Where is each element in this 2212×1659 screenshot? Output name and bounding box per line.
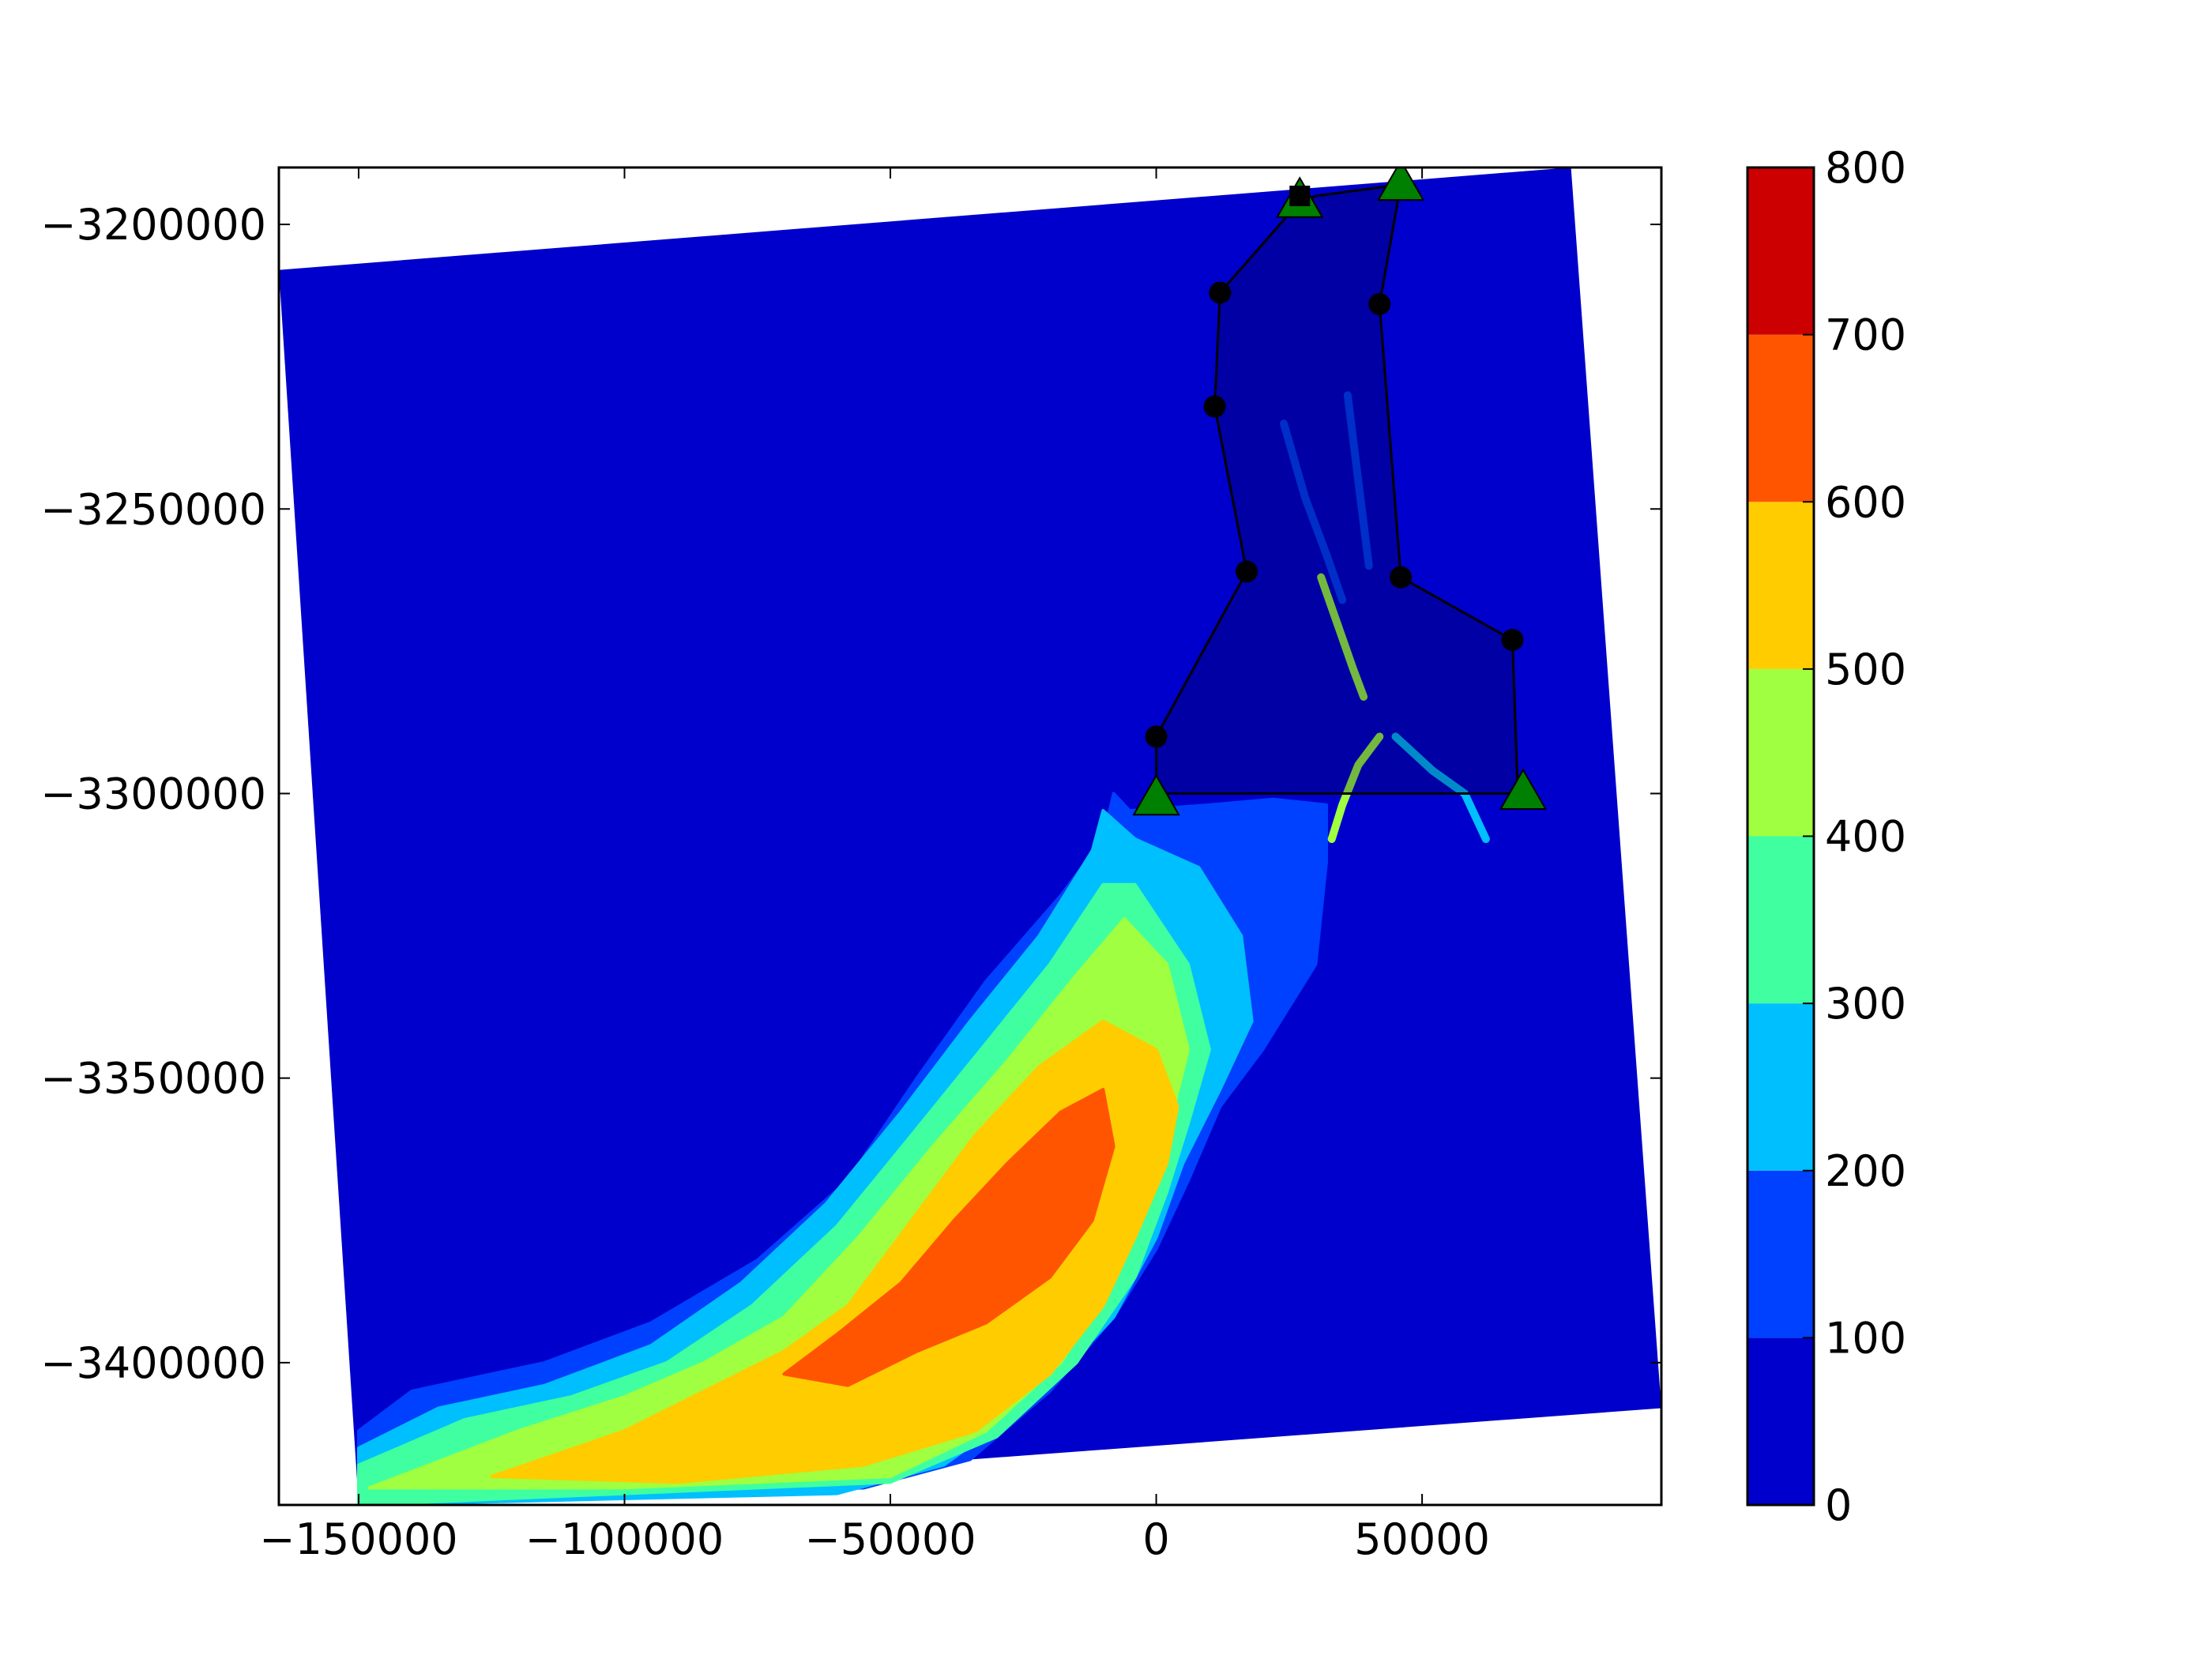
vertex-square-0 [1289, 186, 1310, 206]
vertex-circle-4 [1368, 293, 1390, 315]
colorbar-tick-label-0: 0 [1825, 1480, 1852, 1530]
colorbar-tick-label-5: 500 [1825, 645, 1906, 694]
colorbar-band-300 [1747, 837, 1814, 1004]
colorbar-band-600 [1747, 335, 1814, 502]
colorbar-band-100 [1747, 1171, 1814, 1338]
colorbar-band-700 [1747, 167, 1814, 335]
colorbar-band-200 [1747, 1003, 1814, 1171]
colorbar-tick-label-3: 300 [1825, 979, 1906, 1029]
y-tick-label-4: −3400000 [40, 1338, 266, 1388]
y-tick-label-0: −3200000 [40, 200, 266, 250]
colorbar-tick-label-2: 200 [1825, 1146, 1906, 1196]
y-tick-label-1: −3250000 [40, 484, 266, 534]
vertex-circle-3 [1146, 725, 1168, 747]
colorbar-tick-label-4: 400 [1825, 812, 1906, 862]
colorbar-band-400 [1747, 669, 1814, 837]
vertex-circle-2 [1236, 561, 1258, 583]
vertex-circle-0 [1209, 281, 1231, 303]
x-tick-label-3: 0 [1142, 1514, 1169, 1564]
x-tick-label-2: −50000 [805, 1514, 976, 1564]
colorbar-tick-label-1: 100 [1825, 1313, 1906, 1363]
colorbar-band-0 [1747, 1337, 1814, 1505]
vertex-circle-6 [1502, 629, 1524, 651]
y-tick-label-3: −3350000 [40, 1054, 266, 1104]
x-tick-label-4: 50000 [1354, 1514, 1490, 1564]
colorbar-band-500 [1747, 502, 1814, 669]
colorbar-tick-label-6: 600 [1825, 477, 1906, 527]
x-tick-label-1: −100000 [525, 1514, 724, 1564]
colorbar-tick-label-7: 700 [1825, 310, 1906, 360]
colorbar-tick-label-8: 800 [1825, 143, 1906, 193]
vertex-circle-1 [1204, 396, 1226, 418]
y-tick-label-2: −3300000 [40, 769, 266, 818]
colorbar: 0 100 200 300 400 500 600 700 800 [1747, 143, 1906, 1530]
plot-area [279, 161, 1661, 1505]
x-tick-label-0: −150000 [259, 1514, 457, 1564]
vertex-circle-5 [1390, 566, 1412, 589]
